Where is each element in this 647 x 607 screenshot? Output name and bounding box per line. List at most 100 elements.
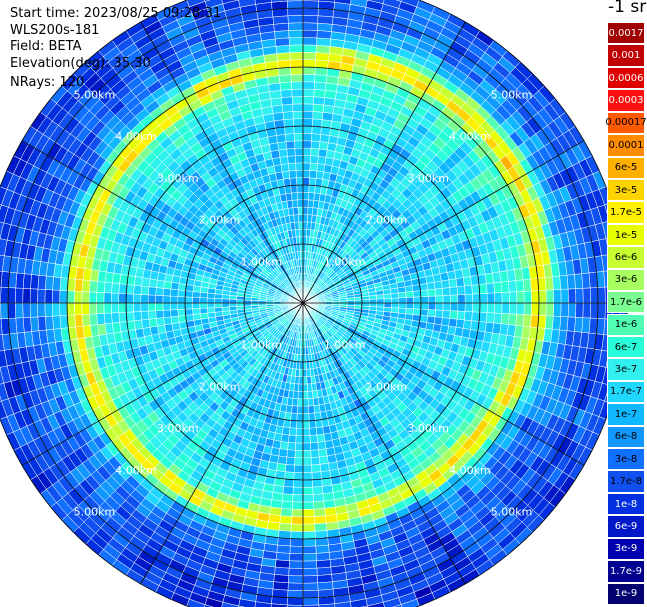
range-gate-cell [307, 390, 314, 400]
range-gate-cell [427, 309, 436, 318]
range-gate-cell [560, 288, 569, 304]
range-gate-cell [302, 37, 318, 46]
range-gate-cell [302, 405, 310, 414]
range-gate-cell [313, 404, 321, 414]
range-gate-cell [346, 300, 355, 304]
range-gate-cell [538, 302, 547, 317]
range-gate-cell [319, 462, 330, 472]
range-gate-cell [313, 81, 327, 91]
range-gate-cell [293, 464, 304, 473]
range-gate-cell [118, 302, 127, 313]
range-gate-cell [302, 162, 311, 171]
range-gate-cell [162, 302, 171, 311]
range-gate-cell [302, 553, 317, 562]
range-gate-cell [214, 302, 223, 308]
range-gate-cell [316, 559, 332, 569]
range-gate-cell [314, 74, 328, 84]
range-gate-cell [441, 317, 450, 327]
range-gate-cell [290, 412, 298, 422]
range-gate-cell [450, 294, 459, 304]
range-gate-cell [192, 302, 201, 310]
range-gate-cell [111, 282, 120, 294]
range-gate-cell [302, 597, 320, 606]
range-gate-cell [500, 281, 510, 293]
range-gate-cell [177, 308, 186, 317]
range-gate-cell [315, 544, 330, 554]
range-gate-cell [317, 441, 327, 450]
range-gate-cell [103, 302, 112, 314]
range-gate-cell [311, 471, 322, 481]
range-gate-cell [515, 313, 525, 327]
range-gate-cell [486, 302, 496, 314]
range-gate-cell [96, 313, 106, 325]
range-gate-cell [302, 486, 314, 496]
range-gate-cell [559, 274, 569, 290]
range-gate-cell [318, 148, 328, 158]
range-gate-cell [302, 51, 317, 61]
range-gate-cell [66, 290, 75, 304]
range-gate-cell [295, 442, 304, 451]
range-gate-cell [308, 420, 317, 429]
range-gate-cell [508, 302, 518, 315]
range-gate-cell [494, 292, 503, 304]
range-gate-cell [531, 290, 540, 304]
range-gate-cell [435, 295, 444, 304]
range-gate-cell [291, 516, 304, 525]
range-gate-cell [302, 575, 318, 584]
range-gate-cell [279, 515, 293, 525]
range-gate-cell [597, 302, 606, 320]
range-gate-cell [398, 297, 407, 304]
range-gate-cell [314, 411, 322, 421]
range-gate-cell [368, 295, 377, 300]
range-gate-cell [7, 287, 17, 304]
range-gate-cell [367, 0, 385, 5]
range-gate-cell [281, 493, 294, 503]
range-gate-cell [306, 368, 311, 377]
range-gate-cell [284, 464, 295, 473]
range-gate-cell [317, 574, 333, 584]
range-gate-cell [413, 302, 422, 310]
range-gate-cell [581, 317, 591, 334]
range-gate-cell [214, 298, 223, 304]
range-gate-cell [192, 308, 201, 315]
range-gate-cell [302, 15, 319, 24]
range-gate-cell [125, 302, 134, 313]
range-gate-cell [308, 192, 315, 201]
range-gate-cell [493, 281, 503, 294]
range-gate-cell [500, 313, 510, 325]
range-gate-cell [302, 184, 310, 193]
range-gate-cell [140, 310, 150, 321]
range-gate-cell [0, 286, 9, 304]
range-gate-cell [162, 295, 171, 304]
range-gate-cell [302, 391, 309, 400]
range-gate-cell [89, 313, 98, 326]
range-gate-cell [243, 302, 252, 307]
range-gate-cell [302, 206, 309, 215]
range-gate-cell [464, 293, 473, 304]
range-gate-cell [478, 283, 488, 295]
range-gate-cell [169, 302, 179, 311]
range-gate-cell [284, 471, 295, 481]
range-gate-cell [302, 376, 308, 385]
range-gate-cell [522, 314, 532, 328]
range-gate-cell [302, 96, 315, 105]
range-gate-cell [538, 289, 547, 304]
range-gate-cell [155, 287, 164, 296]
range-gate-cell [140, 294, 149, 304]
range-gate-cell [22, 317, 32, 333]
range-gate-cell [508, 291, 518, 304]
range-gate-cell [309, 427, 318, 436]
range-gate-cell [530, 278, 539, 292]
range-gate-cell [125, 293, 134, 304]
range-gate-cell [391, 302, 400, 309]
range-gate-cell [22, 288, 31, 304]
range-gate-cell [455, 318, 465, 329]
range-gate-cell [597, 286, 606, 304]
range-gate-cell [457, 294, 466, 304]
range-gate-cell [302, 29, 318, 39]
range-gate-cell [294, 457, 304, 466]
range-gate-cell [310, 155, 319, 164]
range-gate-cell [96, 281, 106, 293]
range-gate-cell [289, 553, 304, 562]
range-gate-cell [455, 277, 465, 288]
